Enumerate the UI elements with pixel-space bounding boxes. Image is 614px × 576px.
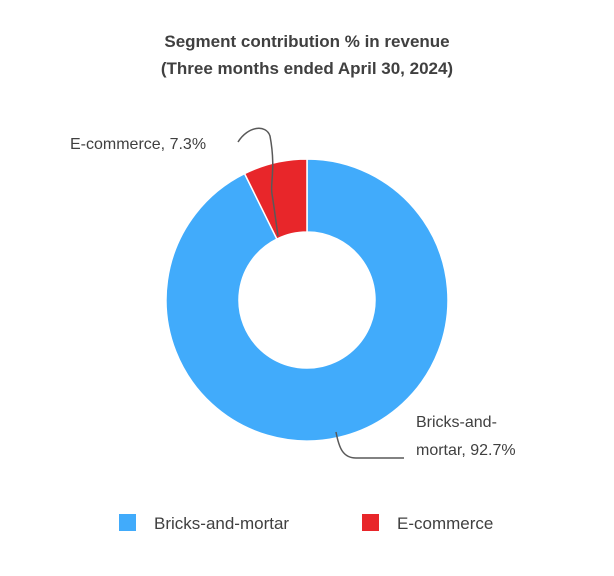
donut-slice-e-commerce	[243, 158, 308, 241]
donut-slices	[165, 158, 449, 442]
legend-swatch-e-commerce	[362, 514, 379, 531]
legend-label-e-commerce: E-commerce	[397, 514, 493, 533]
chart-title-line-1: Segment contribution % in revenue	[164, 32, 449, 51]
bricks-and-mortar-data-label-line-2: mortar, 92.7%	[416, 442, 516, 459]
donut-slice-bricks-and-mortar	[165, 158, 449, 442]
legend-label-bricks-and-mortar: Bricks-and-mortar	[154, 514, 289, 533]
chart-title-line-2: (Three months ended April 30, 2024)	[161, 59, 453, 78]
legend: Bricks-and-mortar E-commerce	[119, 514, 493, 533]
bricks-and-mortar-data-label-line-1: Bricks-and-	[416, 414, 497, 431]
bricks-and-mortar-leader-line	[335, 431, 404, 459]
legend-swatch-bricks-and-mortar	[119, 514, 136, 531]
e-commerce-leader-line	[237, 127, 279, 237]
e-commerce-data-label: E-commerce, 7.3%	[70, 136, 206, 153]
